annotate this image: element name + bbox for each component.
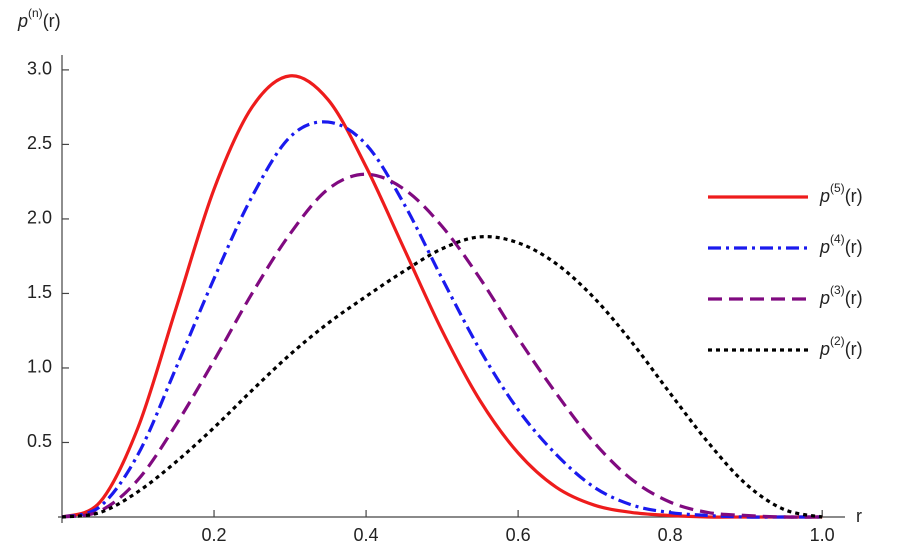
- series-line: [61, 74, 823, 519]
- series-line: [61, 235, 823, 519]
- y-tick-label: 2.0: [27, 208, 52, 228]
- x-tick-label: 0.4: [354, 525, 379, 545]
- y-axis-label: p(n)(r): [17, 6, 61, 31]
- legend-label: p(5)(r): [819, 181, 863, 206]
- y-tick-label: 2.5: [27, 133, 52, 153]
- legend-label: p(3)(r): [819, 283, 863, 308]
- y-tick-label: 3.0: [27, 59, 52, 79]
- x-tick-label: 0.6: [506, 525, 531, 545]
- legend-label: p(2)(r): [819, 334, 863, 359]
- x-axis-label: r: [856, 506, 862, 526]
- y-tick-label: 1.0: [27, 357, 52, 377]
- series-line: [61, 120, 823, 519]
- series-line: [61, 172, 823, 519]
- x-tick-label: 0.2: [202, 525, 227, 545]
- y-tick-label: 0.5: [27, 431, 52, 451]
- y-tick-label: 1.5: [27, 282, 52, 302]
- x-tick-label: 0.8: [658, 525, 683, 545]
- x-tick-label: 1.0: [810, 525, 835, 545]
- legend-label: p(4)(r): [819, 232, 863, 257]
